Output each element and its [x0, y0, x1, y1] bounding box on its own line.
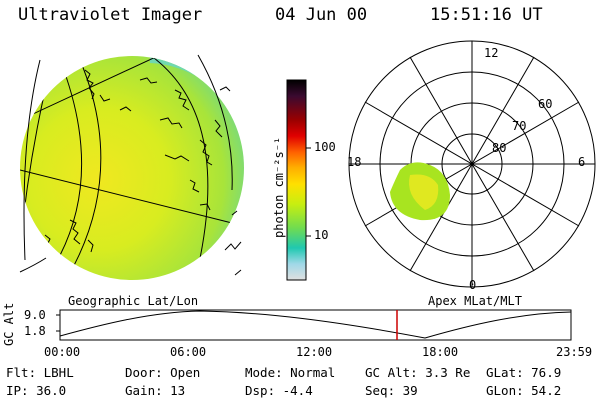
colorbar-tick-100: 100 [314, 140, 336, 154]
status-filter: Flt: LBHL [6, 365, 74, 380]
geographic-image [19, 54, 244, 280]
time-tick-0000: 00:00 [44, 345, 81, 359]
altitude-plot [56, 309, 572, 341]
status-gain: Gain: 13 [125, 383, 186, 398]
polar-plot [348, 40, 596, 288]
status-door: Door: Open [125, 365, 201, 380]
time-tick-1200: 12:00 [296, 345, 333, 359]
time-tick-1800: 18:00 [422, 345, 459, 359]
mlt-label-18: 18 [347, 155, 362, 169]
status-glon: GLon: 54.2 [486, 383, 562, 398]
mlt-label-6: 6 [578, 155, 586, 169]
altitude-tick-9: 9.0 [24, 308, 46, 322]
status-glat: GLat: 76.9 [486, 365, 562, 380]
polar-auroral-patch [390, 162, 450, 221]
colorbar-tick-10: 10 [314, 228, 329, 242]
geographic-label: Geographic Lat/Lon [68, 294, 199, 308]
lat-label-70: 70 [512, 119, 527, 133]
altitude-axis-label: GC Alt [2, 302, 16, 346]
mlt-label-12: 12 [484, 46, 499, 60]
colorbar-gradient [286, 79, 307, 281]
status-gc-alt: GC Alt: 3.3 Re [365, 365, 471, 380]
time-tick-2359: 23:59 [556, 345, 593, 359]
header-date: 04 Jun 00 [275, 5, 368, 25]
time-tick-0600: 06:00 [170, 345, 207, 359]
colorbar-unit-label: photon cm⁻²s⁻¹ [272, 136, 286, 238]
status-ip: IP: 36.0 [6, 383, 67, 398]
lat-label-80: 80 [492, 141, 507, 155]
altitude-tick-1-8: 1.8 [24, 324, 46, 338]
lat-label-60: 60 [538, 97, 553, 111]
status-dsp: Dsp: -4.4 [245, 383, 313, 398]
apex-label: Apex MLat/MLT [428, 294, 522, 308]
status-mode: Mode: Normal [245, 365, 336, 380]
status-seq: Seq: 39 [365, 383, 418, 398]
mlt-label-0: 0 [469, 278, 477, 292]
header-time: 15:51:16 UT [430, 5, 543, 25]
app-title: Ultraviolet Imager [18, 5, 203, 25]
